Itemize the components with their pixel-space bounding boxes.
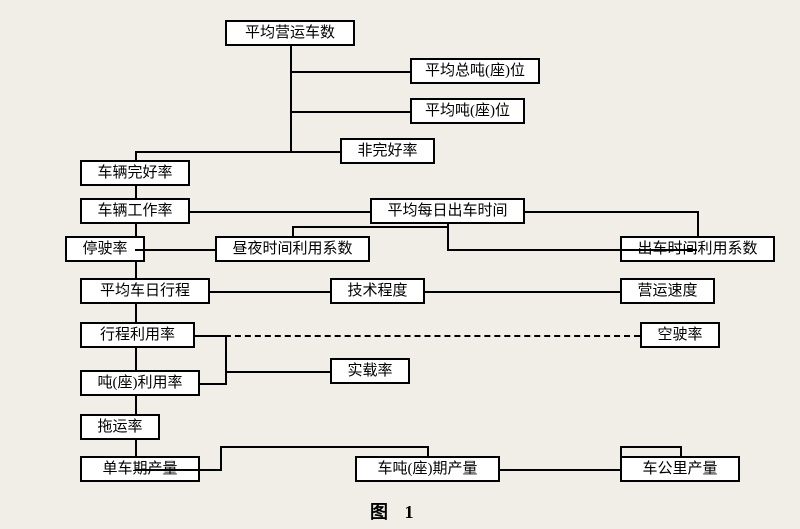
- hline-9: [210, 291, 330, 293]
- hline-4: [190, 211, 370, 213]
- vline-11: [135, 440, 137, 456]
- node-avg-vehicles: 平均营运车数: [225, 20, 355, 46]
- vline-15: [680, 446, 682, 456]
- hline-3: [135, 151, 290, 153]
- hline-5: [135, 249, 215, 251]
- node-avg-daily-mileage: 平均车日行程: [80, 278, 210, 304]
- node-empty-rate: 空驶率: [640, 322, 720, 348]
- vline-4: [697, 211, 699, 236]
- hline-17: [620, 446, 680, 448]
- vline-1: [135, 151, 137, 160]
- hline-10: [425, 291, 620, 293]
- node-avg-ton: 平均吨(座)位: [410, 98, 525, 124]
- hline-16: [500, 469, 620, 471]
- vline-16: [620, 446, 622, 469]
- vline-14: [427, 446, 429, 456]
- vline-0: [290, 46, 292, 153]
- vline-13: [220, 446, 222, 471]
- diagram-canvas: 平均营运车数平均总吨(座)位平均吨(座)位非完好率车辆完好率车辆工作率 平均每日出…: [0, 0, 800, 529]
- node-work-rate: 车辆工作率: [80, 198, 190, 224]
- node-avg-total-ton: 平均总吨(座)位: [410, 58, 540, 84]
- vline-6: [447, 224, 449, 251]
- vline-12: [225, 335, 227, 385]
- vline-7: [135, 262, 137, 278]
- vline-10: [135, 396, 137, 414]
- vline-3: [135, 224, 137, 236]
- node-op-speed: 营运速度: [620, 278, 715, 304]
- hline-15: [220, 446, 427, 448]
- vline-5: [292, 226, 294, 236]
- node-ton-util: 吨(座)利用率: [80, 370, 200, 396]
- node-mileage-util: 行程利用率: [80, 322, 195, 348]
- figure-caption: 图 1: [370, 498, 420, 524]
- node-avg-daily-dispatch: 平均每日出车时间: [370, 198, 525, 224]
- hline-12: [200, 383, 225, 385]
- node-km-output: 车公里产量: [620, 456, 740, 482]
- node-good-rate: 车辆完好率: [80, 160, 190, 186]
- hline-13: [225, 371, 330, 373]
- hline-0: [290, 71, 410, 73]
- dashed-hline-0: [195, 335, 640, 337]
- node-tow-rate: 拖运率: [80, 414, 160, 440]
- node-stop-rate: 停驶率: [65, 236, 145, 262]
- hline-1: [290, 111, 410, 113]
- hline-2: [290, 151, 340, 153]
- vline-2: [135, 186, 137, 198]
- hline-14: [135, 469, 220, 471]
- hline-7: [447, 249, 697, 251]
- node-ton-output: 车吨(座)期产量: [355, 456, 500, 482]
- node-tech-level: 技术程度: [330, 278, 425, 304]
- vline-8: [135, 304, 137, 322]
- vline-9: [135, 348, 137, 370]
- node-load-rate: 实载率: [330, 358, 410, 384]
- node-day-night-coef: 昼夜时间利用系数: [215, 236, 370, 262]
- hline-6: [292, 226, 447, 228]
- hline-8: [525, 211, 697, 213]
- node-not-good-rate: 非完好率: [340, 138, 435, 164]
